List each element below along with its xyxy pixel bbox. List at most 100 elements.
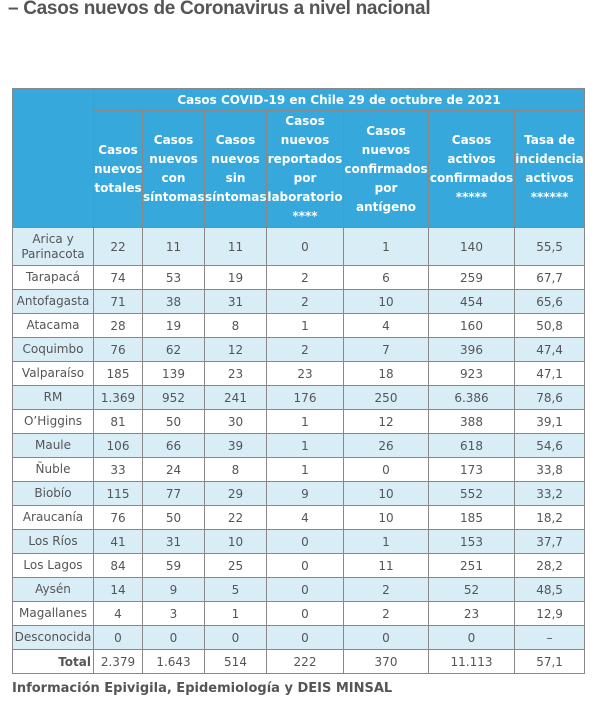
table-cell: 18,2 [513,505,586,530]
table-cell: 11 [343,553,429,578]
table-cell: 140 [428,227,515,266]
table-cell: 81 [93,409,143,434]
table-cell: 65,6 [513,289,586,314]
table-cell: 0 [266,625,344,650]
table-row: Maule 106 66 39 1 26 618 54,6 [12,433,586,458]
table-cell: 12 [343,409,429,434]
table-row: Desconocida 0 0 0 0 0 0– [12,625,586,650]
table-cell: 106 [93,433,143,458]
table-row: Arica y Parinacota 22 11 11 0 1 140 55,5 [12,227,586,266]
table-cell: 388 [428,409,515,434]
table-row: Araucanía 76 50 22 4 10 185 18,2 [12,505,586,530]
table-cell: 23 [428,601,515,626]
table-row: Los Ríos 41 31 10 0 1 153 37,7 [12,529,586,554]
table-cell: 10 [343,505,429,530]
table-cell: 8 [204,457,267,482]
table-cell: 50 [142,409,205,434]
table-cell: 0 [428,625,515,650]
table-cell: 33 [93,457,143,482]
region-name: Aysén [12,577,94,602]
table-cell: 9 [142,577,205,602]
table-cell: 11 [204,227,267,266]
table-cell: 33,2 [513,481,586,506]
total-cell: 514 [204,649,267,674]
table-cell: 2 [343,601,429,626]
region-name: Araucanía [12,505,94,530]
table-cell: 185 [93,361,143,386]
table-row: O’Higgins 81 50 30 1 12 388 39,1 [12,409,586,434]
table-cell: 0 [142,625,205,650]
table-cell: 71 [93,289,143,314]
table-cell: 29 [204,481,267,506]
table-cell: 0 [266,529,344,554]
table-cell: 52 [428,577,515,602]
table-cell: 53 [142,265,205,290]
table-cell: 153 [428,529,515,554]
table-cell: 2 [266,265,344,290]
table-cell: 47,1 [513,361,586,386]
table-cell: 9 [266,481,344,506]
table-cell: 259 [428,265,515,290]
region-name: Magallanes [12,601,94,626]
table-cell: 39 [204,433,267,458]
column-header: Casos nuevos con síntomas [142,110,205,228]
table-cell: 1.369 [93,385,143,410]
table-cell: 10 [343,481,429,506]
table-cell: 38 [142,289,205,314]
table-row: RM 1.369 952 241 176 250 6.386 78,6 [12,385,586,410]
table-cell: 18 [343,361,429,386]
table-cell: 12,9 [513,601,586,626]
table-cell: 8 [204,313,267,338]
region-name: Los Ríos [12,529,94,554]
table-cell: 176 [266,385,344,410]
table-cell: 5 [204,577,267,602]
table-cell: 25 [204,553,267,578]
table-cell: 28,2 [513,553,586,578]
table-cell: 1 [204,601,267,626]
table-cell: 3 [142,601,205,626]
table-cell: 0 [343,457,429,482]
column-header: Casos activos confirmados ***** [428,110,515,228]
table-cell: 0 [266,227,344,266]
table-cell: 4 [266,505,344,530]
source-note: Información Epivigila, Epidemiología y D… [12,681,393,696]
table-cell: 115 [93,481,143,506]
region-name: Tarapacá [12,265,94,290]
table-row: Coquimbo 76 62 12 2 7 396 47,4 [12,337,586,362]
page-title: – Casos nuevos de Coronavirus a nivel na… [8,0,431,19]
table-cell: 952 [142,385,205,410]
table-cell: 185 [428,505,515,530]
table-cell: 552 [428,481,515,506]
table-cell: 6 [343,265,429,290]
table-cell: 19 [204,265,267,290]
table-cell: 0 [266,553,344,578]
table-cell: 59 [142,553,205,578]
table-cell: 10 [204,529,267,554]
table-cell: 62 [142,337,205,362]
region-name: Atacama [12,313,94,338]
table-cell: 923 [428,361,515,386]
table-cell: 4 [343,313,429,338]
table-cell: 84 [93,553,143,578]
table-cell: 4 [93,601,143,626]
table-cell: 1 [266,409,344,434]
table-cell: 28 [93,313,143,338]
table-cell: 454 [428,289,515,314]
table-cell: 77 [142,481,205,506]
table-row: Antofagasta 71 38 31 2 10 454 65,6 [12,289,586,314]
table-row: Magallanes 4 3 1 0 2 23 12,9 [12,601,586,626]
column-header: Tasa de incidencia activos ****** [513,110,586,228]
table-cell: 22 [93,227,143,266]
table-cell: 10 [343,289,429,314]
region-name: O’Higgins [12,409,94,434]
region-name: RM [12,385,94,410]
table-cell: 1 [266,433,344,458]
table-cell: 1 [343,227,429,266]
table-cell: 12 [204,337,267,362]
table-cell: 74 [93,265,143,290]
table-cell: 173 [428,457,515,482]
table-row: Biobío 115 77 29 9 10 552 33,2 [12,481,586,506]
table-cell: 66 [142,433,205,458]
table-cell: 48,5 [513,577,586,602]
table-cell: 1 [266,313,344,338]
